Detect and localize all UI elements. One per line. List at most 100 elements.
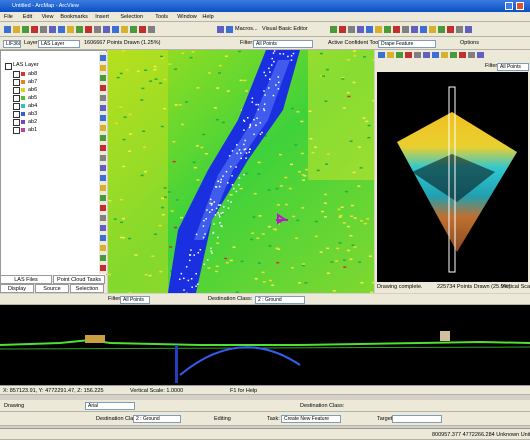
tool-icon[interactable] bbox=[130, 26, 137, 33]
profile-dest-dropdown[interactable]: 2 : Ground bbox=[255, 296, 305, 304]
tool-icon[interactable] bbox=[432, 52, 439, 58]
toc-tab[interactable]: Selection bbox=[70, 284, 104, 293]
layer-name[interactable]: ab6 bbox=[28, 87, 38, 93]
tool-icon[interactable] bbox=[100, 105, 106, 111]
menu-item[interactable]: Insert bbox=[95, 14, 109, 20]
tool-icon[interactable] bbox=[217, 26, 224, 33]
font-dropdown[interactable]: Arial bbox=[85, 402, 135, 410]
menu-item[interactable]: Tools bbox=[155, 14, 169, 20]
menu-item[interactable]: Edit bbox=[22, 14, 33, 20]
layer-checkbox[interactable] bbox=[13, 87, 20, 94]
toc-tab[interactable]: Source bbox=[35, 284, 69, 293]
toc-tab[interactable]: Display bbox=[0, 284, 34, 293]
tool-icon[interactable] bbox=[402, 26, 409, 33]
editor-dest-dropdown[interactable]: 2 : Ground bbox=[133, 415, 181, 423]
tool-icon[interactable] bbox=[4, 26, 11, 33]
tool-icon[interactable] bbox=[450, 52, 457, 58]
layer-name[interactable]: ab4 bbox=[28, 103, 38, 109]
editor-menu[interactable]: Editing bbox=[214, 416, 231, 422]
tool-icon[interactable] bbox=[477, 52, 484, 58]
tool-icon[interactable] bbox=[378, 52, 385, 58]
tool-icon[interactable] bbox=[94, 26, 101, 33]
layer-dropdown[interactable]: LAS Layer bbox=[38, 40, 80, 48]
layer-name[interactable]: ab8 bbox=[28, 71, 38, 77]
tool-icon[interactable] bbox=[411, 26, 418, 33]
tool-icon[interactable] bbox=[441, 52, 448, 58]
layer-name[interactable]: ab1 bbox=[28, 127, 38, 133]
tool-icon[interactable] bbox=[100, 265, 106, 271]
tool-icon[interactable] bbox=[100, 195, 106, 201]
tool-icon[interactable] bbox=[459, 52, 466, 58]
tool-icon[interactable] bbox=[447, 26, 454, 33]
layer-checkbox[interactable] bbox=[13, 111, 20, 118]
tool-icon[interactable] bbox=[22, 26, 29, 33]
tool-icon[interactable] bbox=[100, 125, 106, 131]
tool-icon[interactable] bbox=[100, 65, 106, 71]
tool-icon[interactable] bbox=[375, 26, 382, 33]
tool-icon[interactable] bbox=[420, 26, 427, 33]
task-dropdown[interactable]: Create New Feature bbox=[281, 415, 341, 423]
menu-item[interactable]: Window bbox=[177, 14, 197, 20]
tool-icon[interactable] bbox=[49, 26, 56, 33]
tool-icon[interactable] bbox=[100, 235, 106, 241]
3d-filter-dropdown[interactable]: All Points bbox=[497, 63, 529, 71]
layer-name[interactable]: ab7 bbox=[28, 79, 38, 85]
tool-icon[interactable] bbox=[100, 205, 106, 211]
layer-checkbox[interactable] bbox=[13, 79, 20, 86]
layer-name[interactable]: ab5 bbox=[28, 95, 38, 101]
tool-icon[interactable] bbox=[393, 26, 400, 33]
tool-icon[interactable] bbox=[76, 26, 83, 33]
tool-icon[interactable] bbox=[67, 26, 74, 33]
tool-icon[interactable] bbox=[100, 115, 106, 121]
tool-icon[interactable] bbox=[100, 75, 106, 81]
drawing-menu[interactable]: Drawing bbox=[4, 403, 25, 409]
tool-icon[interactable] bbox=[468, 52, 475, 58]
tool-icon[interactable] bbox=[100, 135, 106, 141]
layer-checkbox[interactable] bbox=[13, 71, 20, 78]
tool-icon[interactable] bbox=[85, 26, 92, 33]
tool-icon[interactable] bbox=[423, 52, 430, 58]
menu-item[interactable]: Bookmarks bbox=[60, 14, 88, 20]
tool-icon[interactable] bbox=[100, 215, 106, 221]
maximize-button[interactable] bbox=[505, 2, 513, 10]
tool-icon[interactable] bbox=[112, 26, 119, 33]
tool-icon[interactable] bbox=[366, 26, 373, 33]
tool-icon[interactable] bbox=[148, 26, 155, 33]
tool-icon[interactable] bbox=[414, 52, 421, 58]
vba-button[interactable]: Visual Basic Editor bbox=[262, 26, 308, 32]
tool-icon[interactable] bbox=[100, 225, 106, 231]
tool-icon[interactable] bbox=[100, 145, 106, 151]
tool-icon[interactable] bbox=[348, 26, 355, 33]
tool-icon[interactable] bbox=[100, 95, 106, 101]
layer-checkbox[interactable] bbox=[13, 127, 20, 134]
menu-item[interactable]: View bbox=[41, 14, 54, 20]
tool-icon[interactable] bbox=[226, 26, 233, 33]
tool-icon[interactable] bbox=[100, 85, 106, 91]
tool-icon[interactable] bbox=[100, 185, 106, 191]
filter-dropdown[interactable]: All Points bbox=[253, 40, 313, 48]
layer-name[interactable]: ab3 bbox=[28, 111, 38, 117]
tool-icon[interactable] bbox=[405, 52, 412, 58]
tool-icon[interactable] bbox=[100, 155, 106, 161]
tool-icon[interactable] bbox=[100, 165, 106, 171]
layer-checkbox[interactable] bbox=[13, 95, 20, 102]
tool-icon[interactable] bbox=[387, 52, 394, 58]
tool-icon[interactable] bbox=[100, 255, 106, 261]
profile-filter-dropdown[interactable]: All Points bbox=[120, 296, 150, 304]
tool-icon[interactable] bbox=[100, 55, 106, 61]
tool-icon[interactable] bbox=[103, 26, 110, 33]
options-button[interactable]: Options bbox=[460, 40, 479, 46]
menu-item[interactable]: File bbox=[4, 14, 13, 20]
toc-tab[interactable]: LAS Files bbox=[0, 275, 52, 284]
tool-icon[interactable] bbox=[100, 245, 106, 251]
tool-dropdown[interactable]: Drape Feature bbox=[378, 40, 436, 48]
tool-icon[interactable] bbox=[121, 26, 128, 33]
tool-icon[interactable] bbox=[13, 26, 20, 33]
toc-checkbox[interactable] bbox=[5, 63, 12, 70]
tool-icon[interactable] bbox=[396, 52, 403, 58]
tool-icon[interactable] bbox=[100, 175, 106, 181]
tool-icon[interactable] bbox=[429, 26, 436, 33]
tool-icon[interactable] bbox=[339, 26, 346, 33]
tool-icon[interactable] bbox=[139, 26, 146, 33]
tool-icon[interactable] bbox=[58, 26, 65, 33]
